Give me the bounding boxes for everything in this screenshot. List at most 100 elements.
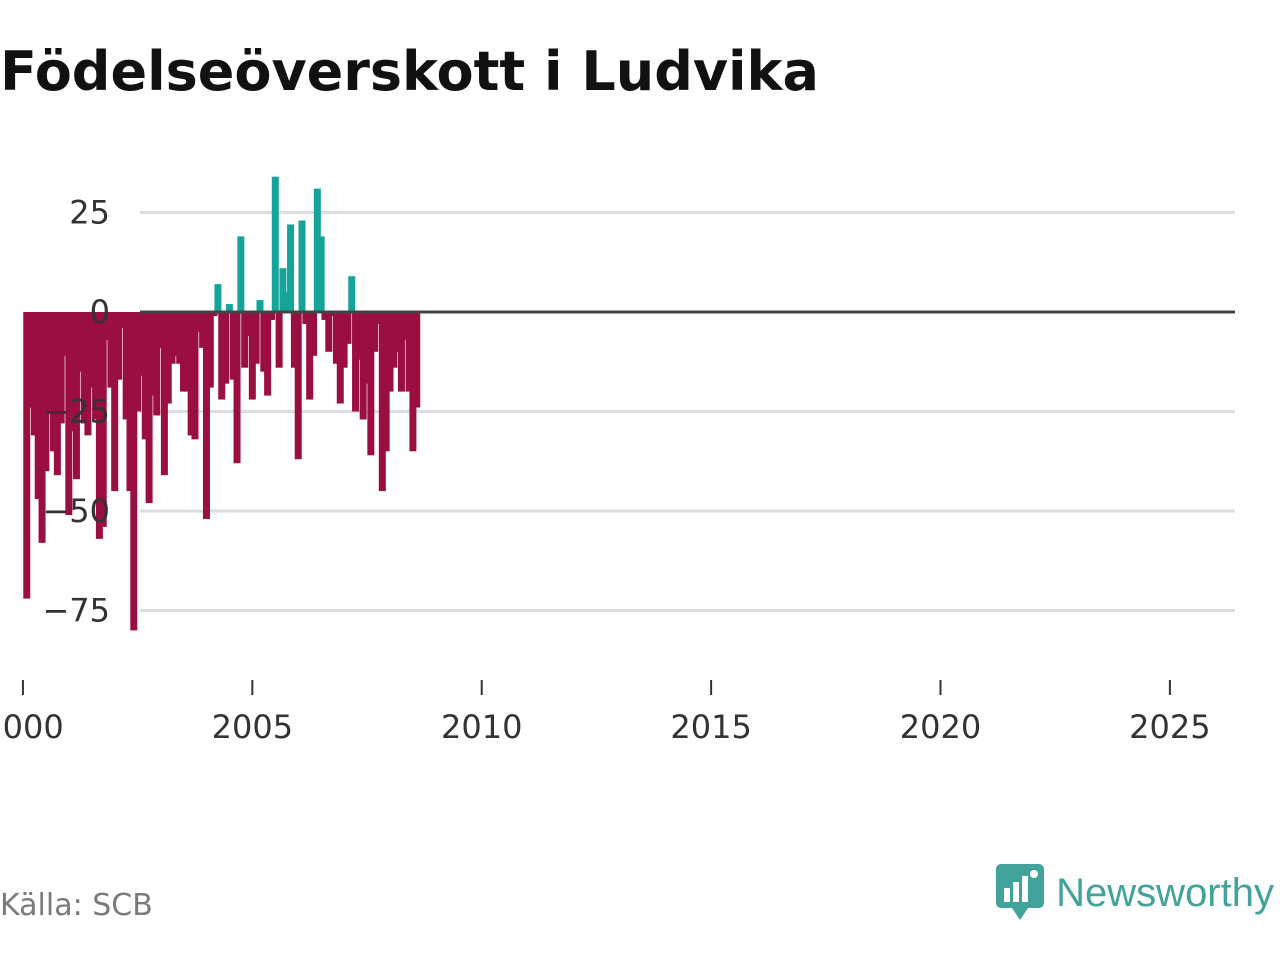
- x-tick-label: 2025: [1129, 708, 1210, 746]
- bar: [409, 312, 417, 452]
- bar: [340, 312, 348, 368]
- bar: [313, 188, 321, 312]
- bar: [84, 312, 92, 436]
- bar: [271, 176, 279, 312]
- bar: [134, 312, 142, 412]
- bar: [394, 312, 402, 352]
- bar: [157, 312, 165, 348]
- bar: [367, 312, 375, 456]
- bar: [23, 312, 31, 599]
- bar: [321, 312, 329, 320]
- bar: [168, 312, 176, 364]
- bar: [103, 312, 111, 340]
- source-label: Källa: SCB: [0, 888, 153, 923]
- x-tick-label: 2005: [212, 708, 293, 746]
- bar: [382, 312, 390, 452]
- bar: [325, 312, 333, 352]
- y-tick-label: −75: [42, 592, 110, 630]
- bar: [222, 312, 230, 384]
- bar: [283, 292, 291, 312]
- bar: [329, 312, 337, 316]
- bar: [359, 312, 367, 420]
- bar: [302, 312, 310, 324]
- x-tick-label: 2020: [900, 708, 981, 746]
- bar: [130, 312, 138, 631]
- bar: [183, 312, 191, 392]
- x-axis: 2000 2005 2010 2015 2020 2025: [0, 680, 1211, 746]
- bar: [191, 312, 199, 440]
- bar: [264, 312, 272, 396]
- brand-name: Newsworthy: [1056, 870, 1274, 915]
- bar: [260, 312, 268, 372]
- bar: [42, 312, 50, 472]
- bar: [397, 312, 405, 392]
- bar: [180, 312, 188, 392]
- bar: [195, 312, 203, 332]
- bar: [107, 312, 115, 388]
- bar: [241, 312, 249, 368]
- bar: [218, 312, 226, 400]
- bar: [187, 312, 195, 436]
- newsworthy-logo-icon: [996, 864, 1045, 920]
- bars: [23, 176, 421, 631]
- bar: [137, 312, 145, 376]
- bar: [30, 312, 38, 436]
- bar: [65, 312, 73, 515]
- bar: [164, 312, 172, 404]
- bar: [310, 312, 318, 356]
- bar: [122, 312, 130, 420]
- bar: [371, 312, 379, 352]
- bar: [46, 312, 54, 412]
- bar: [413, 312, 421, 408]
- brand-logo: Newsworthy: [994, 862, 1274, 924]
- bar: [115, 312, 123, 380]
- bar: [245, 312, 253, 336]
- bar: [279, 268, 287, 312]
- bar: [118, 312, 126, 328]
- bar: [34, 312, 42, 500]
- bar: [126, 312, 134, 492]
- bar: [53, 312, 61, 476]
- bar: [210, 312, 218, 316]
- bar: [225, 304, 233, 312]
- bar: [348, 276, 356, 312]
- bar: [61, 312, 69, 356]
- bar: [336, 312, 344, 404]
- bar: [401, 312, 409, 340]
- bar: [27, 312, 35, 408]
- bar: [145, 312, 153, 504]
- bar: [76, 312, 84, 372]
- bar: [149, 312, 157, 396]
- bar: [352, 312, 360, 412]
- bar: [199, 312, 207, 348]
- bar: [172, 312, 180, 356]
- bar: [206, 312, 214, 388]
- bar: [287, 224, 295, 312]
- y-tick-label: −50: [42, 492, 110, 530]
- bar: [237, 236, 245, 312]
- bar: [252, 312, 260, 364]
- gridlines: [140, 211, 1235, 612]
- bar: [99, 312, 107, 527]
- bar: [332, 312, 340, 364]
- bar: [57, 312, 65, 424]
- bar: [69, 312, 77, 432]
- chart: 25 0 −25 −50 −75 2000 2005 2010 2015 2020 2025: [0, 176, 1235, 746]
- y-tick-label: 25: [69, 194, 110, 232]
- bar: [386, 312, 394, 392]
- bar: [275, 312, 283, 368]
- bar: [95, 312, 103, 539]
- x-tick-label: 2000: [0, 708, 64, 746]
- bar: [390, 312, 398, 368]
- bar: [153, 312, 161, 416]
- y-tick-label: 0: [90, 293, 110, 331]
- bar: [141, 312, 149, 440]
- bar: [214, 284, 222, 312]
- bar: [111, 312, 119, 492]
- bar: [290, 312, 298, 368]
- bar: [344, 312, 352, 344]
- bar: [92, 312, 100, 420]
- bar: [229, 312, 237, 380]
- chart-title: Födelseöverskott i Ludvika: [0, 40, 819, 103]
- bar: [88, 312, 96, 388]
